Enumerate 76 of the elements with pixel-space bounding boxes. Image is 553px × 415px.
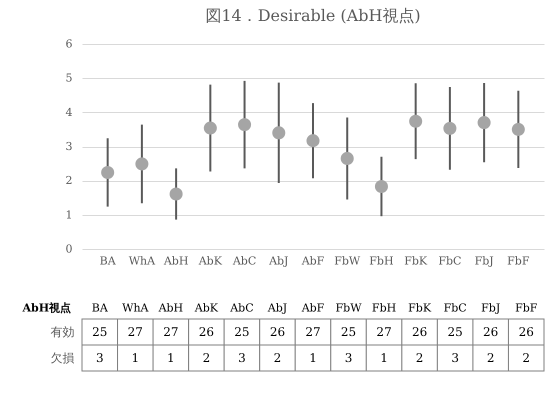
x-tick-label: AbJ: [266, 302, 288, 314]
data-label: 2: [202, 351, 210, 365]
x-tick-label: AbF: [300, 254, 325, 268]
data-label: 3: [344, 351, 352, 365]
x-tick-label: AbK: [198, 254, 223, 268]
data-label: 26: [518, 325, 534, 339]
x-tick-label: AbF: [300, 302, 325, 314]
data-label: 25: [92, 325, 108, 339]
data-label: 27: [376, 325, 392, 339]
data-label: 2: [522, 351, 530, 365]
x-tick-label: FbJ: [474, 254, 494, 268]
point: [443, 122, 456, 135]
point: [478, 116, 491, 130]
x-tick-label: FbF: [515, 302, 538, 314]
point: [204, 122, 217, 135]
x-tick-label: FbJ: [481, 302, 500, 314]
x-tick-label: AbK: [194, 302, 219, 314]
y-tick-label: 2: [66, 174, 72, 188]
y-tick-label: 有効: [50, 325, 74, 339]
y-axis-title: AbH視点: [22, 302, 72, 314]
x-tick-label: BA: [92, 302, 109, 314]
y-tick-label: 0: [66, 242, 72, 256]
x-tick-label: AbH: [158, 302, 184, 314]
y-tick-label: 1: [66, 208, 72, 222]
x-tick-label: FbC: [438, 254, 462, 268]
point: [409, 114, 422, 128]
data-label: 1: [380, 351, 388, 365]
data-label: 27: [305, 325, 321, 339]
x-tick-label: BA: [100, 254, 117, 268]
y-tick-label: 6: [66, 38, 72, 50]
data-label: 3: [238, 351, 246, 365]
data-label: 25: [234, 325, 250, 339]
data-label: 3: [451, 351, 459, 365]
x-tick-label: AbH: [162, 254, 188, 268]
point: [238, 118, 252, 132]
x-tick-label: FbH: [372, 302, 396, 314]
data-label: 2: [416, 351, 424, 365]
x-tick-label: AbJ: [268, 254, 288, 268]
x-tick-label: FbW: [336, 302, 362, 314]
data-label: 26: [198, 325, 214, 339]
x-tick-label: WhA: [128, 254, 156, 268]
data-label: 27: [163, 325, 178, 339]
point: [340, 152, 354, 165]
x-tick-label: FbW: [334, 254, 361, 268]
point: [101, 166, 114, 179]
x-tick-label: AbC: [229, 302, 254, 314]
data-label: 2: [486, 351, 495, 365]
x-tick-label: AbC: [232, 254, 256, 268]
data-label: 26: [483, 325, 498, 339]
x-tick-label: FbF: [507, 254, 530, 268]
x-tick-label: WhA: [122, 302, 150, 314]
x-tick-label: FbC: [444, 302, 467, 314]
point: [306, 134, 320, 148]
data-label: 2: [274, 351, 282, 365]
data-label: 26: [270, 325, 286, 339]
data-label: 3: [96, 351, 104, 365]
y-tick-label: 3: [66, 140, 72, 153]
y-tick-label: 欠損: [50, 351, 74, 365]
y-tick-label: 5: [66, 72, 72, 85]
chart-title: 図14．Desirable (AbH視点): [205, 6, 421, 25]
data-label: 25: [448, 325, 463, 339]
data-label: 26: [412, 325, 428, 339]
point: [135, 157, 148, 170]
point: [170, 187, 183, 200]
data-label: 25: [340, 325, 356, 339]
x-tick-label: FbH: [369, 254, 394, 268]
x-tick-label: FbK: [404, 254, 428, 268]
point: [272, 126, 286, 140]
data-label: 1: [131, 351, 140, 365]
point: [512, 122, 525, 136]
data-label: 1: [167, 351, 175, 365]
point: [374, 180, 388, 193]
data-label: 1: [309, 351, 317, 365]
x-tick-label: FbK: [408, 302, 432, 314]
data-label: 27: [128, 325, 143, 339]
y-tick-label: 4: [66, 106, 72, 119]
